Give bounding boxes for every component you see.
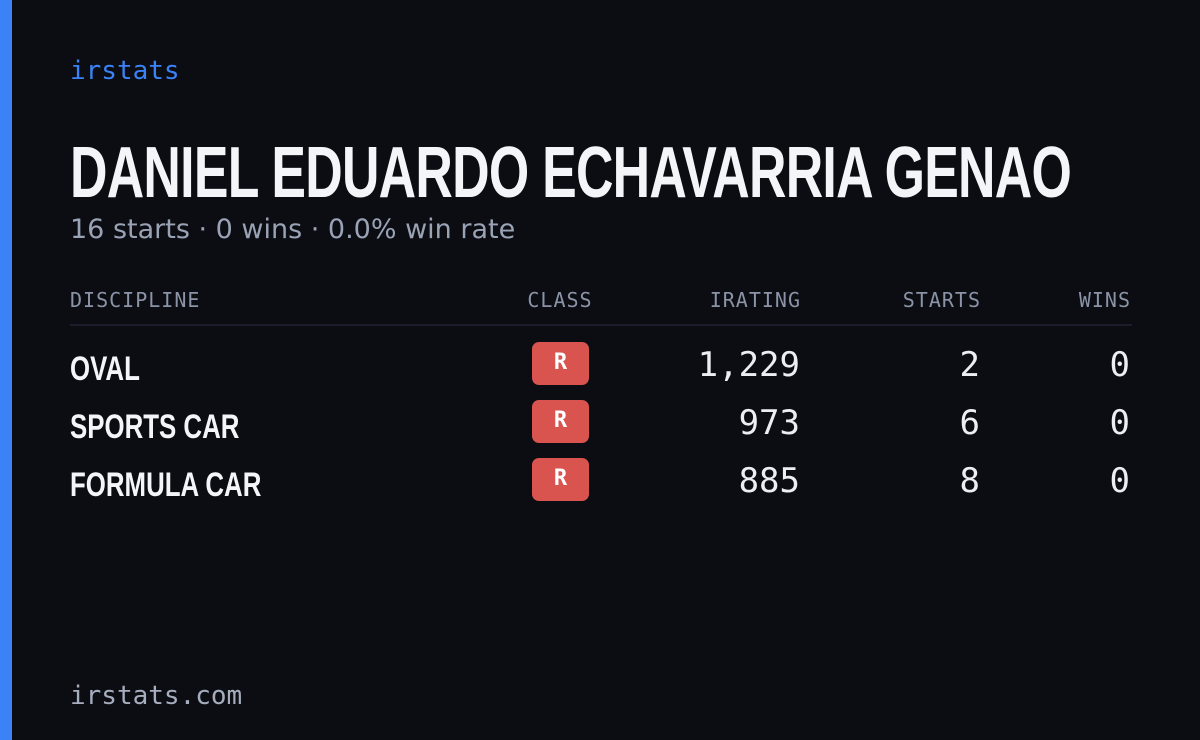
wins: 0 (1109, 345, 1130, 385)
column-header: CLASS (527, 288, 593, 312)
subtitle: 16 starts · 0 wins · 0.0% win rate (70, 214, 516, 245)
irating: 885 (738, 461, 800, 501)
wins: 0 (1109, 461, 1130, 501)
wins: 0 (1109, 403, 1130, 443)
class-badge: R (532, 400, 589, 443)
title: DANIEL EDUARDO ECHAVARRIA GENAO (70, 133, 1072, 213)
column-header: DISCIPLINE (70, 288, 201, 312)
header-rule (70, 324, 1132, 326)
class-badge: R (532, 342, 589, 385)
accent-bar (0, 0, 12, 740)
irating: 1,229 (697, 345, 800, 385)
brand: irstats (70, 56, 180, 86)
column-header: STARTS (902, 288, 981, 312)
discipline: FORMULA CAR (70, 466, 262, 504)
irating: 973 (738, 403, 800, 443)
discipline: SPORTS CAR (70, 408, 240, 446)
starts: 8 (959, 461, 980, 501)
footer: irstats.com (70, 681, 243, 711)
starts: 6 (959, 403, 980, 443)
discipline: OVAL (70, 350, 140, 388)
column-header: IRATING (709, 288, 801, 312)
starts: 2 (959, 345, 980, 385)
column-header: WINS (1078, 288, 1131, 312)
class-badge: R (532, 458, 589, 501)
